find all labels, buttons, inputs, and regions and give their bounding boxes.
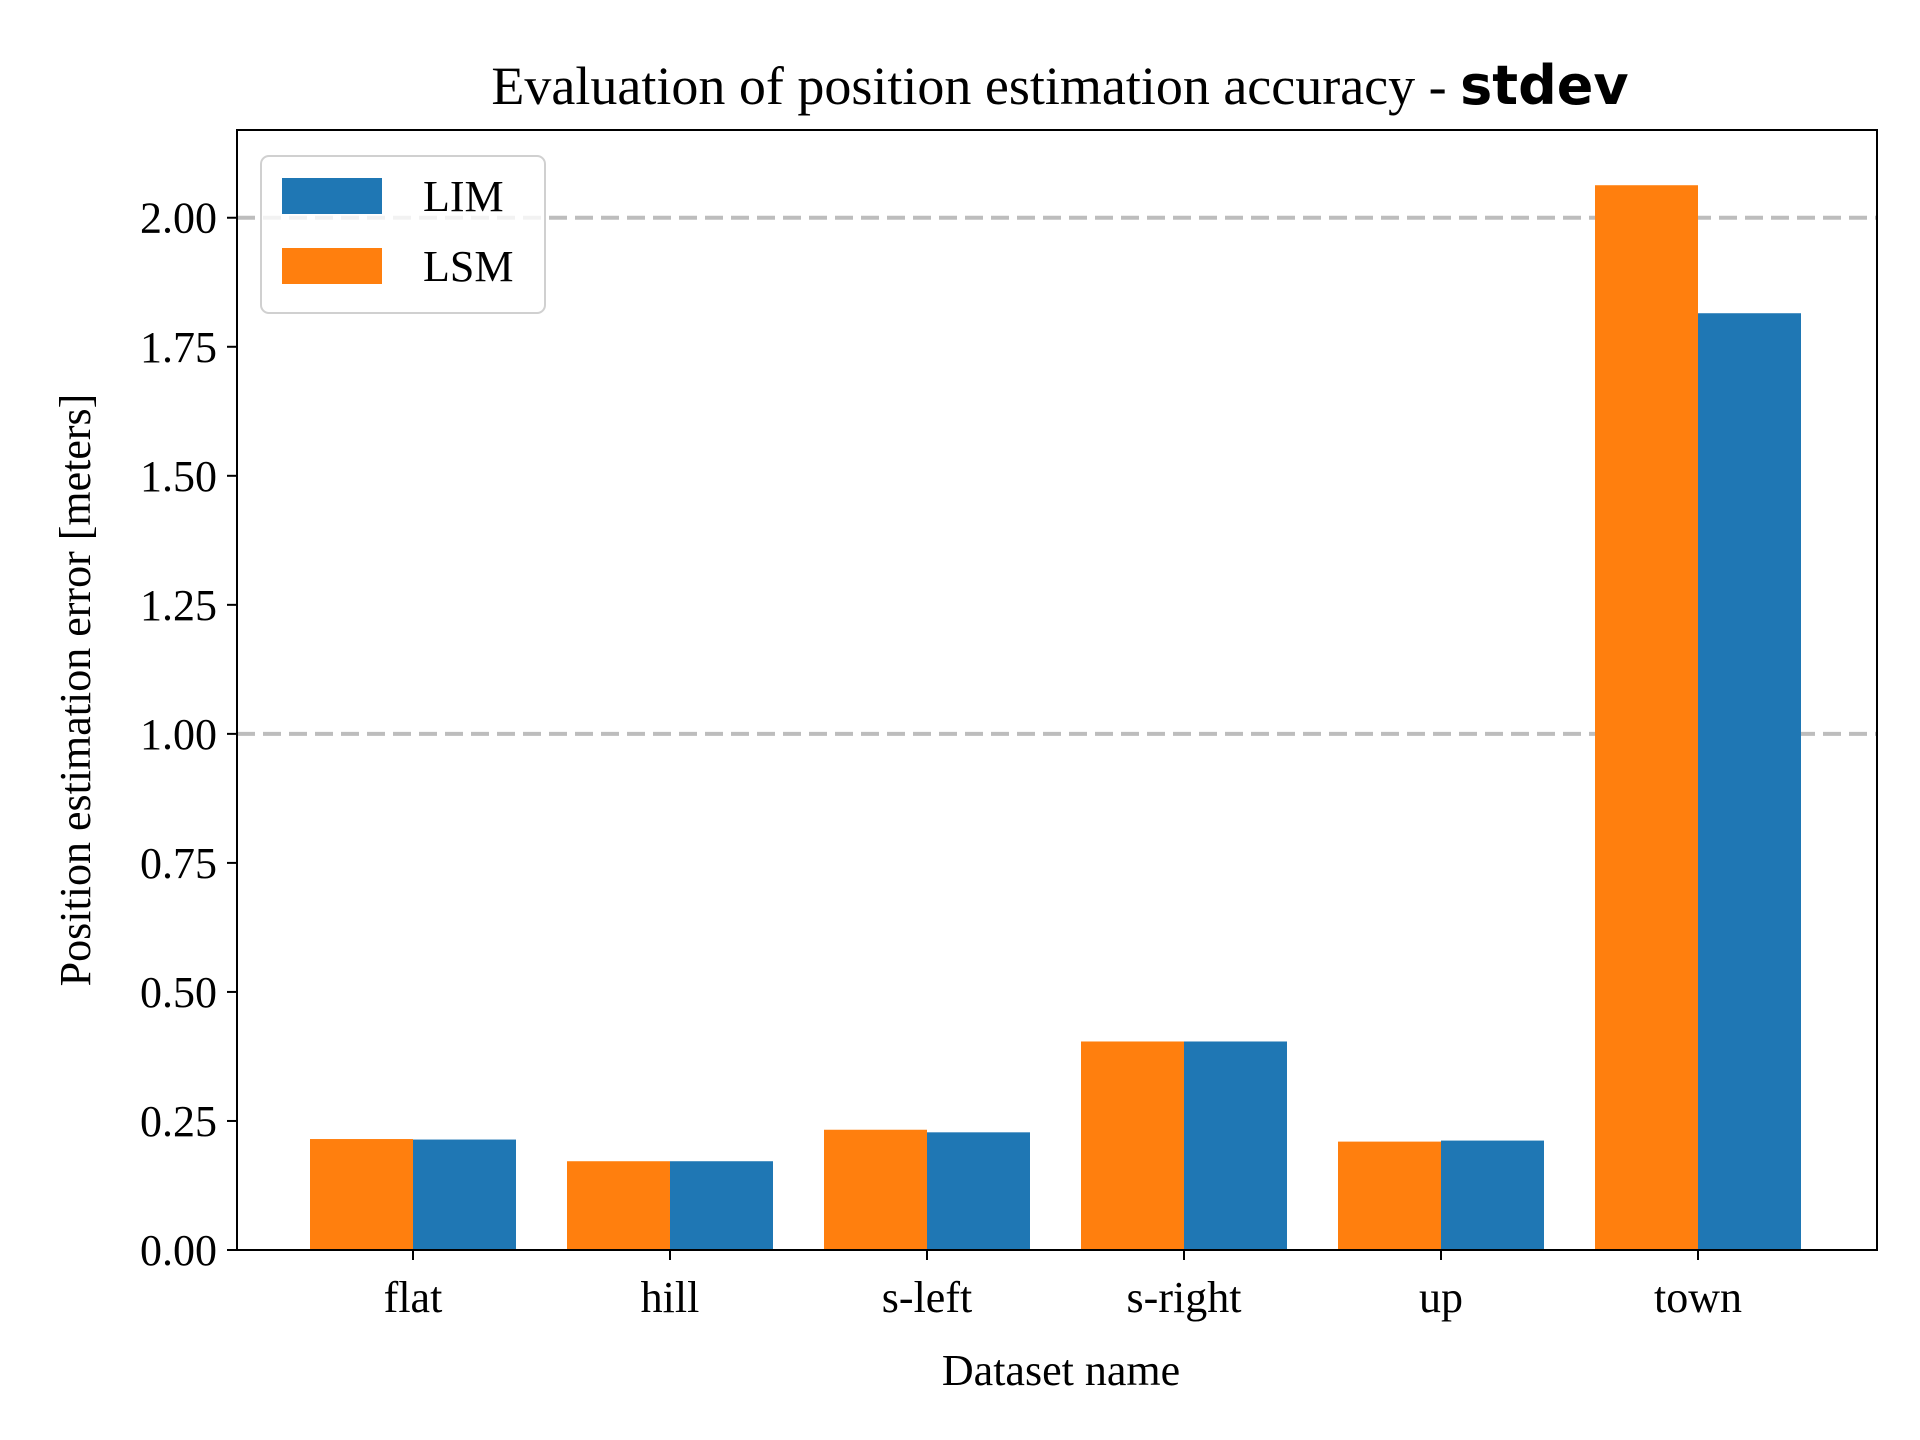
y-tick-label: 0.50 <box>140 968 217 1017</box>
y-axis-label: Position estimation error [meters] <box>51 394 100 987</box>
bar-lsm-up <box>1338 1141 1441 1250</box>
y-tick-label: 0.75 <box>140 839 217 888</box>
bar-lsm-s-left <box>824 1129 927 1250</box>
bar-lim-s-left <box>927 1132 1030 1250</box>
x-axis-label: Dataset name <box>942 1346 1180 1395</box>
x-tick-label: s-right <box>1127 1273 1242 1322</box>
y-tick-label: 1.50 <box>140 452 217 501</box>
x-tick-label: flat <box>384 1273 443 1322</box>
legend: LIM LSM <box>260 155 546 314</box>
bar-lim-flat <box>413 1139 516 1250</box>
y-tick-label: 0.25 <box>140 1097 217 1146</box>
bar-lsm-town <box>1595 185 1698 1250</box>
chart-title-main: Evaluation of position estimation accura… <box>491 56 1460 116</box>
legend-swatch-lsm <box>282 248 382 284</box>
y-tick-label: 0.00 <box>140 1226 217 1275</box>
bar-lim-hill <box>670 1161 773 1250</box>
x-tick-label: s-left <box>882 1273 972 1322</box>
bar-lim-s-right <box>1184 1041 1287 1250</box>
legend-swatch-lim <box>282 178 382 214</box>
y-tick-label: 1.25 <box>140 581 217 630</box>
plot-frame <box>236 129 1878 1251</box>
legend-label-lsm: LSM <box>423 242 513 291</box>
x-tick-label: up <box>1419 1273 1463 1322</box>
y-tick-label: 1.00 <box>140 710 217 759</box>
bar-lim-up <box>1441 1140 1544 1250</box>
chart-title-bold: stdev <box>1460 54 1628 117</box>
legend-label-lim: LIM <box>423 172 504 221</box>
bar-lim-town <box>1698 313 1801 1250</box>
x-tick-label: town <box>1654 1273 1742 1322</box>
chart-title: Evaluation of position estimation accura… <box>491 54 1628 117</box>
x-tick-label: hill <box>641 1273 700 1322</box>
y-tick-label: 2.00 <box>140 194 217 243</box>
bar-lsm-hill <box>567 1161 670 1250</box>
bar-lsm-flat <box>310 1139 413 1250</box>
y-tick-label: 1.75 <box>140 323 217 372</box>
bar-lsm-s-right <box>1081 1041 1184 1250</box>
